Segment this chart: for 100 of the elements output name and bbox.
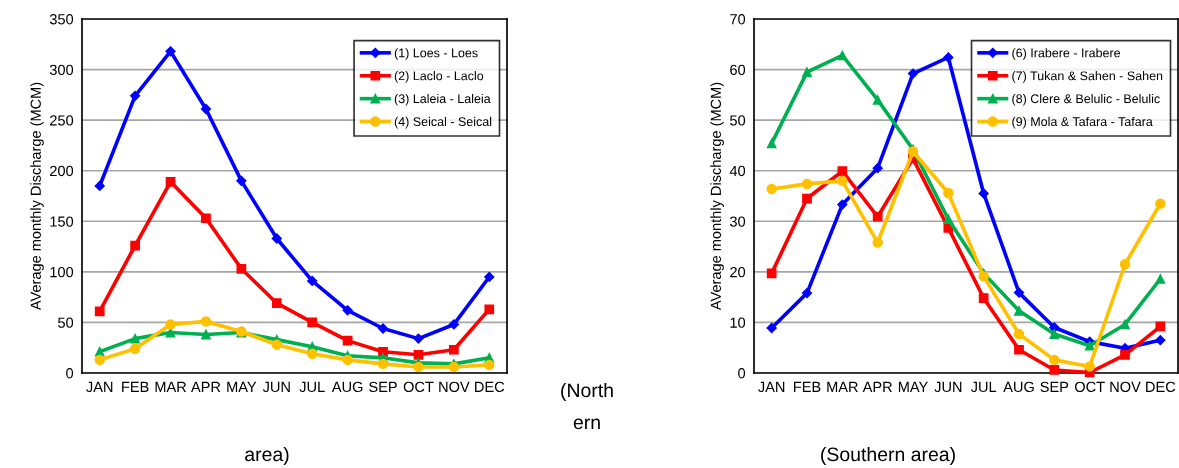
point bbox=[1049, 329, 1060, 339]
y-tick-label: 50 bbox=[730, 115, 746, 126]
x-tick-label: AUG bbox=[1003, 381, 1034, 393]
x-tick-label: JUN bbox=[934, 381, 962, 393]
point bbox=[872, 211, 883, 222]
legend-label: (3) Laleia - Laleia bbox=[394, 93, 491, 106]
point bbox=[1084, 340, 1095, 351]
point bbox=[377, 358, 389, 370]
legend-label: (7) Tukan & Sahen - Sahen bbox=[1012, 71, 1163, 83]
x-tick-label: DEC bbox=[475, 381, 505, 393]
y-tick-label: 350 bbox=[49, 14, 74, 25]
y-tick-label: 200 bbox=[50, 165, 74, 177]
point bbox=[271, 339, 283, 350]
point bbox=[802, 193, 812, 204]
point bbox=[94, 354, 105, 366]
point bbox=[943, 187, 954, 199]
legend-label: (2) Laclo - Laclo bbox=[394, 71, 484, 83]
point bbox=[94, 180, 105, 192]
x-tick-label: AUG bbox=[331, 381, 363, 393]
text: (Southern area) bbox=[821, 446, 955, 466]
point bbox=[978, 188, 989, 199]
x-tick-label: SEP bbox=[369, 381, 397, 393]
x-tick-label: JUL bbox=[970, 381, 997, 393]
point bbox=[766, 138, 777, 149]
point bbox=[484, 359, 495, 371]
point bbox=[872, 237, 883, 248]
point bbox=[1049, 354, 1060, 366]
x-tick-label: APR bbox=[862, 381, 892, 392]
point bbox=[200, 316, 212, 327]
y-tick-label: 10 bbox=[730, 317, 746, 328]
point bbox=[1155, 335, 1166, 346]
x-tick-label: JUL bbox=[299, 381, 325, 393]
point bbox=[837, 50, 848, 61]
y-tick-label: 40 bbox=[729, 165, 746, 177]
x-tick-label: FEB bbox=[122, 381, 149, 392]
legend-label: (9) Mola & Tafara - Tafara bbox=[1012, 116, 1153, 129]
point bbox=[837, 175, 848, 187]
point bbox=[1120, 319, 1130, 330]
x-tick-label: APR bbox=[190, 381, 221, 392]
point bbox=[236, 175, 247, 186]
point bbox=[1084, 361, 1095, 372]
point bbox=[1049, 365, 1060, 375]
point bbox=[306, 348, 318, 359]
point bbox=[766, 268, 777, 279]
point bbox=[1013, 328, 1025, 340]
point bbox=[130, 90, 141, 101]
point bbox=[342, 354, 353, 366]
x-tick-label: MAY bbox=[227, 381, 257, 392]
point bbox=[201, 213, 211, 224]
point bbox=[978, 293, 989, 304]
x-tick-label: MAY bbox=[898, 381, 928, 392]
point bbox=[1014, 344, 1024, 355]
point bbox=[801, 287, 813, 299]
x-tick-label: JUN bbox=[262, 381, 290, 393]
x-tick-label: OCT bbox=[403, 381, 434, 393]
x-tick-label: NOV bbox=[439, 381, 470, 393]
text: (North bbox=[561, 382, 613, 402]
point bbox=[943, 52, 954, 63]
point bbox=[1120, 349, 1130, 360]
point bbox=[1155, 321, 1166, 332]
text: ern bbox=[573, 418, 600, 430]
point bbox=[307, 317, 318, 328]
point bbox=[165, 319, 176, 330]
point bbox=[943, 214, 954, 225]
y-tick-label: 0 bbox=[66, 368, 74, 379]
point bbox=[448, 319, 459, 330]
point bbox=[413, 361, 424, 373]
x-tick-label: DEC bbox=[1146, 381, 1176, 393]
legend-label: (6) Irabere - Irabere bbox=[1012, 48, 1121, 60]
point bbox=[484, 271, 495, 283]
y-tick-label: 0 bbox=[738, 368, 746, 379]
point bbox=[201, 329, 211, 340]
point bbox=[1155, 274, 1166, 284]
point bbox=[907, 68, 919, 79]
point bbox=[484, 304, 495, 315]
legend-label: (1) Loes - Loes bbox=[394, 48, 478, 60]
point bbox=[94, 306, 105, 317]
point bbox=[801, 178, 813, 190]
x-tick-label: MAR bbox=[827, 381, 858, 392]
point bbox=[271, 298, 282, 309]
point bbox=[766, 322, 777, 334]
x-tick-label: JAN bbox=[758, 381, 785, 393]
point bbox=[271, 233, 282, 244]
y-tick-label: 20 bbox=[730, 266, 746, 278]
point bbox=[165, 46, 176, 57]
text: area) bbox=[245, 446, 289, 466]
point bbox=[837, 199, 848, 210]
y-tick-label: 50 bbox=[58, 317, 74, 328]
point bbox=[449, 344, 459, 355]
legend-label: (4) Seical - Seical bbox=[394, 116, 492, 129]
point bbox=[766, 183, 777, 195]
y-tick-label: 150 bbox=[50, 216, 74, 227]
point bbox=[413, 349, 424, 360]
point bbox=[872, 163, 883, 174]
point bbox=[978, 271, 989, 282]
x-tick-label: MAR bbox=[155, 381, 187, 392]
point bbox=[129, 343, 141, 354]
point bbox=[200, 103, 212, 115]
y-tick-label: 100 bbox=[50, 266, 74, 278]
point bbox=[342, 305, 353, 316]
